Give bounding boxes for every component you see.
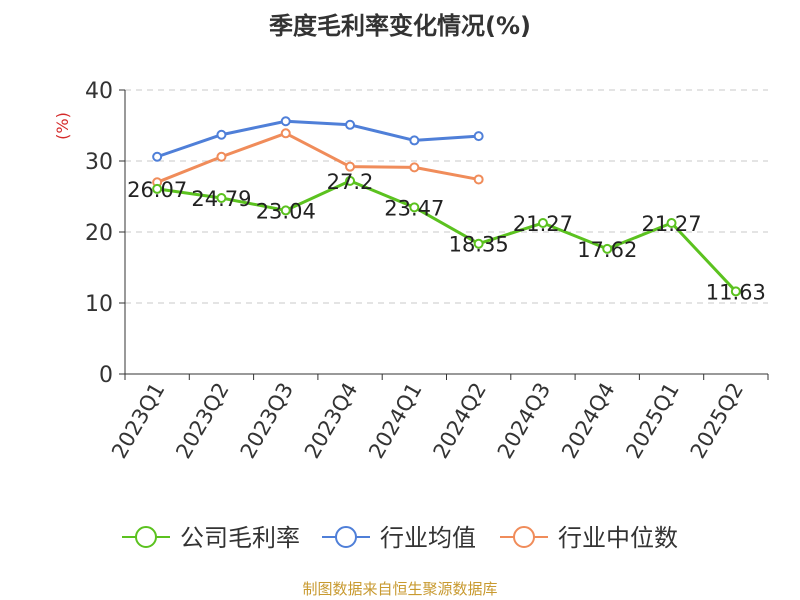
x-tick-label: 2024Q2 [429, 379, 491, 463]
data-point [345, 119, 356, 130]
data-point [280, 205, 291, 216]
data-point [602, 243, 613, 254]
source-note: 制图数据来自恒生聚源数据库 [302, 580, 498, 598]
x-tick-label: 2024Q4 [557, 379, 619, 463]
series-line [156, 179, 737, 293]
data-label: 26.07 [127, 178, 187, 202]
y-tick-label: 0 [99, 363, 113, 388]
data-point [730, 286, 741, 297]
data-point [537, 217, 548, 228]
data-label: 11.63 [706, 280, 766, 304]
data-point [473, 131, 484, 142]
data-point [345, 175, 356, 186]
data-point [409, 135, 420, 146]
data-label: 21.27 [513, 212, 573, 236]
data-point [473, 238, 484, 249]
legend-label: 行业均值 [380, 524, 476, 552]
data-point [152, 183, 163, 194]
x-tick-label: 2025Q2 [686, 379, 748, 463]
y-axis-label: (%) [53, 112, 72, 140]
data-point [666, 217, 677, 228]
legend-swatch-marker [135, 526, 157, 548]
data-point [409, 202, 420, 213]
data-point [280, 128, 291, 139]
data-point [152, 151, 163, 162]
y-tick-label: 20 [85, 221, 113, 246]
series-line [156, 131, 479, 184]
series-line [156, 119, 479, 159]
x-tick-label: 2023Q1 [107, 379, 169, 463]
data-point [473, 174, 484, 185]
data-point [216, 151, 227, 162]
data-label: 27.2 [327, 170, 374, 194]
x-tick-label: 2023Q2 [171, 379, 233, 463]
chart-title: 季度毛利率变化情况(%) [269, 12, 531, 40]
y-tick-label: 10 [85, 292, 113, 317]
y-tick-label: 40 [85, 79, 113, 104]
x-tick-label: 2023Q3 [236, 379, 298, 463]
x-tick-label: 2024Q3 [493, 379, 555, 463]
x-tick-label: 2023Q4 [300, 379, 362, 463]
data-label: 23.04 [256, 199, 316, 223]
data-label: 18.35 [449, 233, 509, 257]
data-point [345, 161, 356, 172]
data-point [280, 116, 291, 127]
data-point [216, 192, 227, 203]
data-label: 23.47 [384, 196, 444, 220]
data-label: 17.62 [577, 238, 637, 262]
data-point [216, 129, 227, 140]
data-label: 21.27 [641, 212, 701, 236]
x-tick-label: 2024Q1 [364, 379, 426, 463]
data-label: 24.79 [191, 187, 251, 211]
legend-label: 公司毛利率 [180, 524, 300, 552]
x-tick-label: 2025Q1 [621, 379, 683, 463]
legend-swatch-marker [335, 526, 357, 548]
legend-label: 行业中位数 [558, 524, 678, 552]
y-tick-label: 30 [85, 150, 113, 175]
data-point [409, 162, 420, 173]
legend-swatch-marker [513, 526, 535, 548]
